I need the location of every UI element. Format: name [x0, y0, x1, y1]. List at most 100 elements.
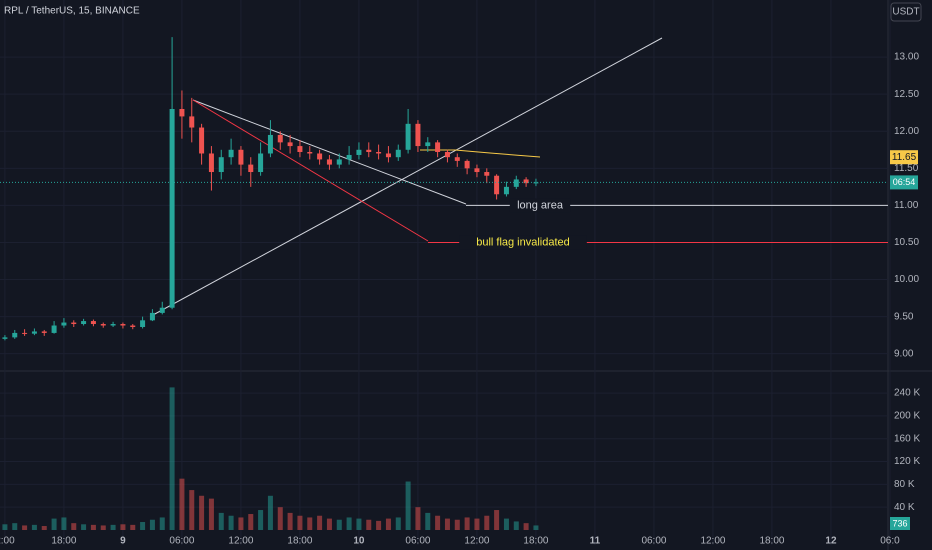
candle-body	[277, 134, 283, 143]
volume-bar	[494, 510, 500, 530]
volume-bar	[395, 517, 401, 530]
candle-body	[346, 154, 352, 160]
volume-bar	[208, 498, 214, 530]
trend-line	[192, 99, 467, 205]
volume-bar	[356, 518, 362, 530]
volume-tick-label: 120 K	[894, 456, 920, 467]
y-tick-label: 11.00	[894, 200, 919, 211]
candle-body	[523, 179, 529, 184]
candle-body	[140, 320, 146, 327]
candle-body	[336, 159, 342, 165]
candle-body	[90, 321, 96, 325]
ma-price-box	[890, 150, 918, 165]
volume-bar	[474, 518, 480, 530]
volume-bar	[533, 525, 539, 530]
x-tick-label: 06:00	[169, 536, 194, 547]
candle-body	[12, 332, 18, 338]
volume-bar	[140, 522, 146, 530]
volume-bar	[503, 518, 509, 530]
volume-bar	[258, 510, 264, 530]
currency-box[interactable]	[890, 2, 922, 22]
candle-body	[356, 149, 362, 155]
candle-body	[267, 134, 273, 154]
volume-bar	[12, 523, 18, 530]
volume-bar	[51, 518, 57, 530]
x-tick-label: 10	[353, 536, 365, 547]
volume-bar	[277, 507, 283, 530]
volume-bar	[130, 524, 136, 530]
volume-bar	[464, 517, 470, 530]
candle-body	[22, 332, 28, 334]
x-tick-label: 06:0	[880, 536, 900, 547]
volume-bar	[376, 520, 382, 530]
candle-body	[238, 149, 244, 165]
candle-body	[297, 146, 303, 153]
candle-body	[385, 153, 391, 158]
y-tick-label: 13.00	[894, 52, 919, 63]
volume-bar	[2, 524, 8, 530]
volume-bar	[61, 517, 67, 530]
volume-bar	[287, 512, 293, 530]
volume-bar	[317, 515, 323, 530]
x-tick-label: 06:00	[641, 536, 666, 547]
y-tick-label: 10.50	[894, 237, 919, 248]
volume-bar	[100, 525, 106, 530]
x-tick-label: 18:00	[759, 536, 784, 547]
x-tick-label: 11	[590, 536, 601, 547]
volume-bar	[307, 517, 313, 530]
last-price-box	[890, 175, 918, 190]
candle-body	[189, 116, 195, 128]
volume-tick-label: 160 K	[894, 433, 920, 444]
candle-body	[159, 307, 165, 313]
candle-body	[415, 123, 421, 147]
candle-body	[258, 153, 264, 173]
candle-body	[51, 325, 57, 333]
volume-bar	[346, 517, 352, 530]
candle-body	[31, 331, 37, 334]
volume-bar	[444, 518, 450, 530]
candle-body	[287, 142, 293, 147]
candle-body	[366, 149, 372, 153]
candle-body	[199, 127, 205, 154]
volume-tick-label: 200 K	[894, 411, 920, 422]
trend-line	[192, 99, 429, 242]
candle-body	[484, 172, 490, 176]
volume-label: 736	[892, 518, 907, 528]
candle-body	[179, 108, 185, 117]
volume-bar	[326, 518, 332, 530]
volume-bar	[484, 515, 490, 530]
annotation-text: long area	[517, 199, 564, 211]
volume-bar	[71, 523, 77, 530]
volume-bar	[120, 524, 126, 530]
annotation-bg	[509, 198, 571, 213]
candle-body	[41, 331, 47, 333]
volume-bar	[149, 519, 155, 530]
volume-bar	[238, 517, 244, 530]
marks	[2, 37, 888, 530]
volume-bar	[366, 519, 372, 530]
volume-bar	[336, 519, 342, 530]
candle-body	[130, 325, 136, 327]
y-tick-label: 12.00	[894, 126, 919, 137]
candle-body	[71, 322, 77, 325]
candle-body	[425, 142, 431, 147]
candle-body	[307, 152, 313, 154]
candle-body	[435, 142, 441, 153]
volume-bar	[22, 525, 28, 530]
volume-bar	[159, 517, 165, 530]
volume-bar	[199, 495, 205, 530]
currency[interactable]: USDT	[892, 7, 919, 18]
candle-body	[464, 160, 470, 169]
volume-bar	[41, 526, 47, 530]
candle-body	[376, 152, 382, 154]
volume-bar	[248, 514, 254, 530]
volume-bar	[454, 519, 460, 530]
trend-line	[152, 37, 663, 316]
x-tick-label: 12:00	[700, 536, 725, 547]
candle-body	[120, 324, 126, 326]
volume-bar	[179, 478, 185, 530]
candle-body	[474, 168, 480, 173]
candle-body	[405, 123, 411, 150]
